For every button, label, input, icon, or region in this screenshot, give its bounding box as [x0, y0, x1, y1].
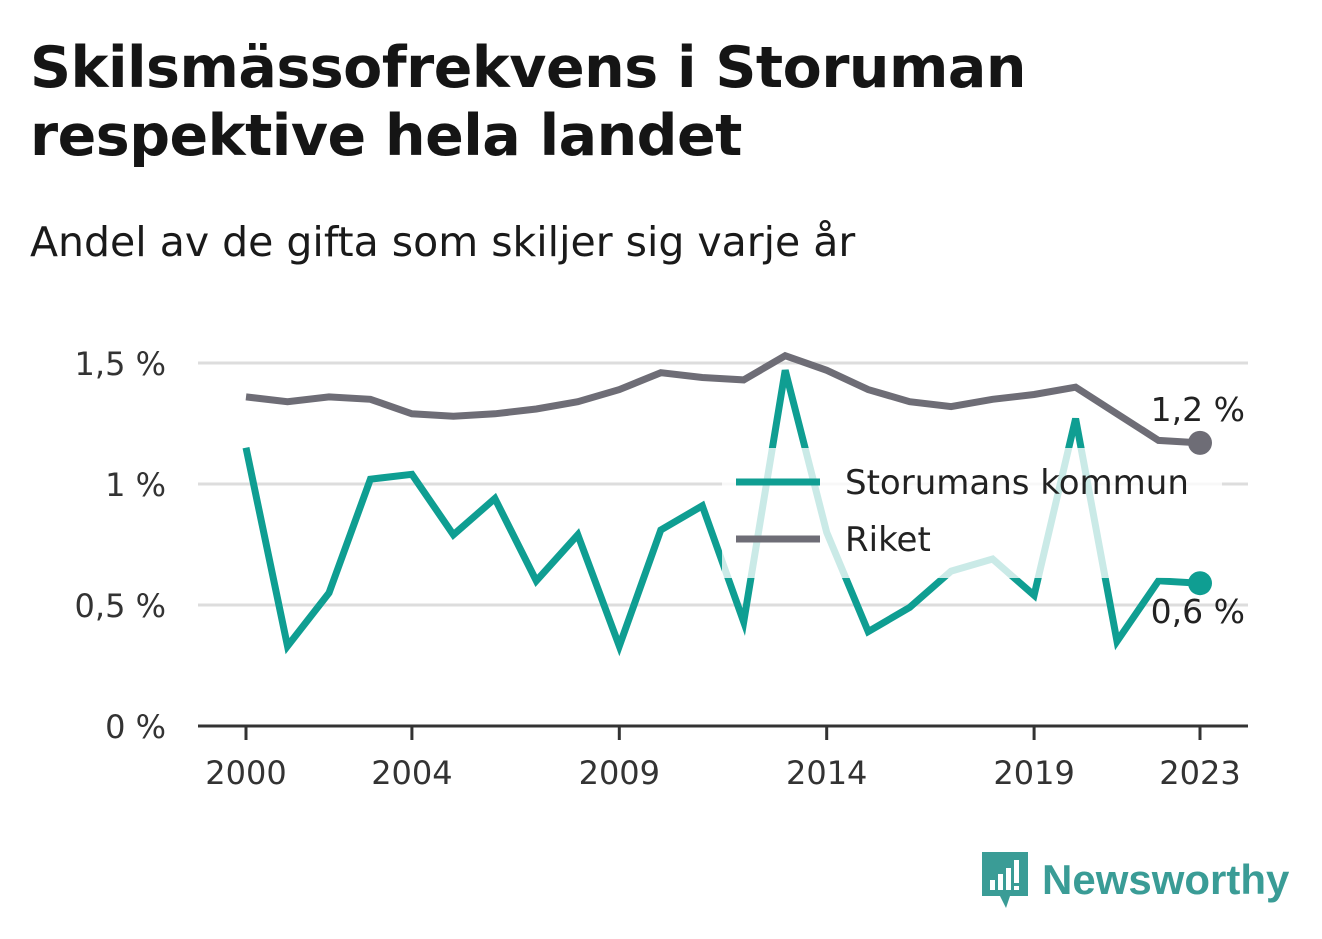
riket-line-end-marker	[1188, 430, 1212, 455]
end-markers	[1188, 430, 1212, 596]
legend: Storumans kommun Riket	[722, 448, 1222, 578]
y-tick-label: 1 %	[105, 466, 166, 504]
storuman-line-end-marker	[1188, 571, 1212, 596]
x-tick-label: 2004	[371, 754, 452, 792]
legend-label-storuman: Storumans kommun	[845, 463, 1189, 503]
brand-name: Newsworthy	[1042, 856, 1290, 903]
chart-title: Skilsmässofrekvens i Storuman respektive…	[30, 35, 1026, 169]
brand-logo: Newsworthy	[980, 850, 1289, 910]
x-axis-ticks: 2000 2004 2009 2014 2019 2023	[205, 726, 1241, 792]
y-axis-ticks: 0 % 0,5 % 1 % 1,5 %	[75, 345, 166, 746]
end-label-riket: 1,2 %	[1151, 390, 1245, 429]
x-tick-label: 2014	[786, 754, 867, 792]
x-tick-label: 2019	[993, 754, 1074, 792]
riket-line	[245, 351, 1201, 447]
y-tick-label: 0 %	[105, 708, 166, 746]
end-label-storuman: 0,6 %	[1151, 592, 1245, 631]
newsworthy-logo-icon	[982, 852, 1028, 908]
x-tick-label: 2009	[579, 754, 660, 792]
y-tick-label: 0,5 %	[75, 587, 166, 625]
y-tick-label: 1,5 %	[75, 345, 166, 383]
x-tick-label: 2000	[205, 754, 286, 792]
legend-background	[722, 448, 1222, 578]
x-tick-label: 2023	[1159, 754, 1240, 792]
legend-label-riket: Riket	[845, 520, 931, 560]
chart-subtitle: Andel av de gifta som skiljer sig varje …	[30, 218, 856, 266]
